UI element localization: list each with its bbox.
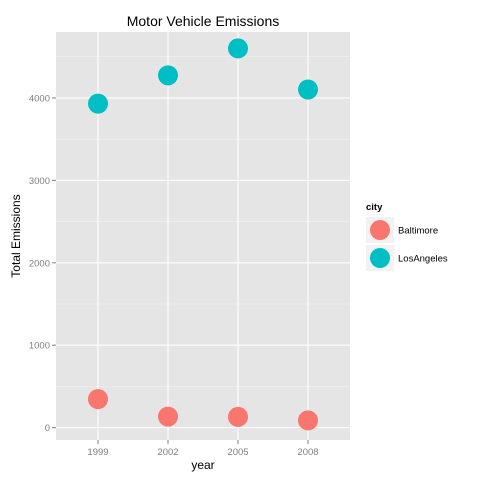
data-point: [158, 65, 178, 86]
x-axis: 1999 2002 2005 2008: [87, 440, 319, 458]
legend-swatch: [370, 248, 390, 268]
legend-label: LosAngeles: [398, 254, 448, 265]
data-point: [228, 406, 248, 427]
y-tick-label: 2000: [29, 258, 50, 269]
data-point: [88, 93, 108, 114]
y-tick-label: 3000: [29, 176, 50, 187]
legend-label: Baltimore: [398, 226, 438, 237]
data-point: [298, 410, 318, 431]
data-point: [228, 38, 248, 59]
y-tick-label: 1000: [29, 341, 50, 352]
legend: city Baltimore LosAngeles: [366, 202, 448, 271]
data-point: [298, 79, 318, 100]
x-tick-label: 2005: [227, 447, 248, 458]
chart-title: Motor Vehicle Emissions: [127, 13, 280, 29]
x-tick-label: 2008: [297, 447, 318, 458]
x-tick-label: 1999: [87, 447, 108, 458]
x-tick-label: 2002: [157, 447, 178, 458]
data-points: [88, 38, 318, 431]
legend-title: city: [366, 202, 383, 213]
minor-gridlines: [56, 56, 350, 387]
legend-swatch: [370, 220, 390, 240]
data-point: [158, 406, 178, 427]
y-tick-label: 4000: [29, 93, 50, 104]
y-axis: 0 1000 2000 3000 4000: [29, 93, 56, 434]
y-tick-label: 0: [45, 423, 50, 434]
x-axis-title: year: [191, 458, 214, 472]
major-gridlines: [56, 32, 350, 440]
y-axis-title: Total Emissions: [9, 194, 23, 277]
data-point: [88, 389, 108, 410]
